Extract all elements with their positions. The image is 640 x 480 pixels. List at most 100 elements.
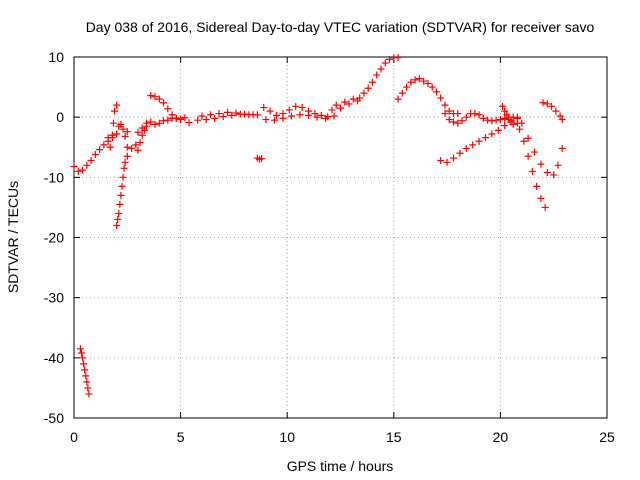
data-point xyxy=(488,117,496,125)
axes-layer: 0 5 10 15 20 25 -50 -40 -30 -20 -10 0 10 xyxy=(44,49,615,445)
data-point xyxy=(172,114,180,122)
data-point xyxy=(160,99,168,107)
data-point xyxy=(296,111,304,119)
data-point xyxy=(215,110,223,118)
data-point xyxy=(100,141,108,149)
data-point xyxy=(509,120,517,128)
data-point xyxy=(132,141,140,149)
data-point xyxy=(181,114,189,122)
data-point xyxy=(115,209,123,217)
data-point xyxy=(373,71,381,79)
data-point xyxy=(155,119,163,127)
data-point xyxy=(138,131,146,139)
data-point xyxy=(437,156,445,164)
data-point xyxy=(394,54,402,62)
data-point xyxy=(528,167,536,175)
data-point xyxy=(123,128,131,136)
y-tick-label: -40 xyxy=(44,350,64,366)
data-point xyxy=(537,194,545,202)
data-point xyxy=(305,111,313,119)
data-point xyxy=(520,137,528,145)
series-seg-n xyxy=(356,54,402,102)
data-point xyxy=(524,152,532,160)
data-point xyxy=(386,55,394,63)
data-point xyxy=(121,158,129,166)
data-point xyxy=(556,112,564,120)
data-point xyxy=(317,111,325,119)
data-point xyxy=(432,88,440,96)
data-point xyxy=(337,104,344,112)
data-point xyxy=(104,134,112,142)
series-seg-f xyxy=(147,92,185,124)
data-point xyxy=(558,116,566,124)
data-point xyxy=(496,116,504,124)
data-point xyxy=(541,203,549,211)
data-point xyxy=(554,161,562,169)
data-point xyxy=(531,148,539,156)
data-point xyxy=(119,173,127,181)
data-point xyxy=(479,114,487,122)
data-point xyxy=(119,125,127,133)
data-point xyxy=(177,116,185,124)
data-point xyxy=(454,110,462,118)
data-point xyxy=(96,146,104,154)
data-point xyxy=(113,101,121,109)
data-point xyxy=(424,79,432,87)
data-point xyxy=(79,354,87,362)
y-tick-label: -30 xyxy=(44,290,64,306)
series-seg-s xyxy=(516,125,549,211)
data-point xyxy=(164,105,172,113)
data-point xyxy=(123,152,131,160)
x-tick-label: 0 xyxy=(70,429,78,445)
series-seg-m xyxy=(328,95,362,114)
series-seg-j xyxy=(253,154,266,163)
data-point xyxy=(492,116,500,124)
y-tick-label: 10 xyxy=(48,49,64,65)
data-point xyxy=(501,122,509,130)
data-point xyxy=(360,89,368,97)
data-point xyxy=(449,118,457,126)
data-point xyxy=(266,107,274,115)
data-point xyxy=(76,345,84,353)
data-point xyxy=(121,132,129,140)
data-point xyxy=(458,117,466,125)
data-point xyxy=(260,104,268,112)
data-point xyxy=(494,126,502,134)
data-point xyxy=(270,116,278,124)
data-point xyxy=(403,83,411,91)
data-point xyxy=(292,102,300,110)
data-point xyxy=(345,100,353,108)
data-point xyxy=(77,349,85,357)
data-point xyxy=(513,113,521,121)
data-point xyxy=(87,156,95,164)
data-point xyxy=(118,182,126,190)
data-point xyxy=(258,155,266,163)
data-point xyxy=(488,130,496,138)
data-point xyxy=(164,116,172,124)
data-point xyxy=(441,110,449,118)
data-point xyxy=(83,378,91,386)
data-point xyxy=(398,89,406,97)
data-point xyxy=(91,150,99,158)
data-point xyxy=(449,154,457,162)
data-point xyxy=(533,182,541,190)
data-point xyxy=(273,111,281,119)
data-point xyxy=(70,163,78,171)
data-point xyxy=(328,106,336,114)
data-point xyxy=(160,117,168,125)
data-point xyxy=(83,161,91,169)
data-point xyxy=(443,158,451,166)
series-seg-t xyxy=(518,119,566,179)
data-point xyxy=(503,111,511,119)
data-point xyxy=(116,200,124,208)
data-point xyxy=(437,94,445,102)
data-point xyxy=(462,144,470,152)
data-point xyxy=(285,106,293,114)
data-point xyxy=(219,113,227,121)
data-point xyxy=(454,119,462,127)
series-seg-r xyxy=(499,102,521,128)
data-point xyxy=(501,107,509,115)
